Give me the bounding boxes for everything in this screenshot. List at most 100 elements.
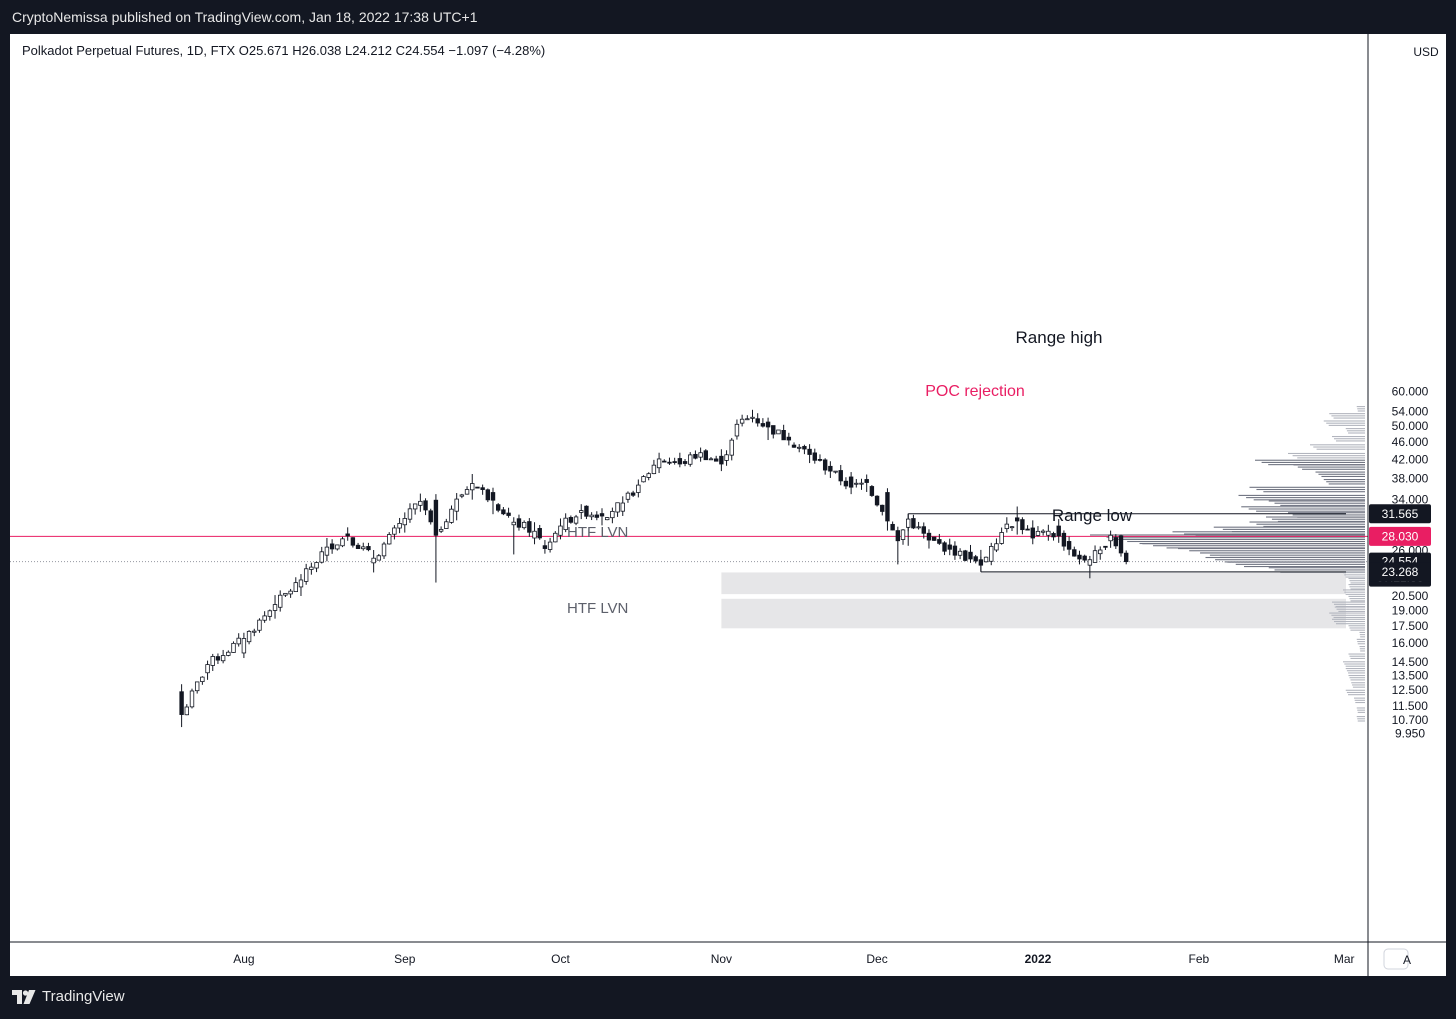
candle[interactable] <box>387 534 392 545</box>
candle[interactable] <box>942 542 947 552</box>
candle[interactable] <box>444 521 449 529</box>
candle[interactable] <box>1098 549 1103 555</box>
candle[interactable] <box>381 543 387 557</box>
candle[interactable] <box>262 615 267 621</box>
candle[interactable] <box>1077 554 1082 560</box>
candle[interactable] <box>599 513 605 517</box>
price-badge-range-high[interactable] <box>1369 504 1431 524</box>
candle[interactable] <box>646 473 651 478</box>
candle[interactable] <box>397 523 402 529</box>
candle[interactable] <box>231 642 236 653</box>
candle[interactable] <box>532 530 537 539</box>
candle[interactable] <box>470 483 475 491</box>
candle[interactable] <box>869 486 875 496</box>
candle[interactable] <box>418 500 423 506</box>
candle[interactable] <box>900 529 906 540</box>
candle[interactable] <box>952 545 958 556</box>
candle[interactable] <box>895 530 901 542</box>
candle[interactable] <box>688 454 693 465</box>
candle[interactable] <box>350 537 356 546</box>
candle[interactable] <box>745 418 750 421</box>
candle[interactable] <box>501 509 506 515</box>
candle[interactable] <box>1108 534 1113 542</box>
candle[interactable] <box>937 539 942 544</box>
candle[interactable] <box>833 470 838 473</box>
candle[interactable] <box>521 521 527 529</box>
candle[interactable] <box>1046 530 1051 536</box>
candle[interactable] <box>957 550 963 556</box>
candle[interactable] <box>739 418 745 424</box>
candle[interactable] <box>708 458 714 461</box>
candle[interactable] <box>355 544 361 550</box>
candle[interactable] <box>1087 559 1093 566</box>
candle[interactable] <box>978 559 984 566</box>
candle[interactable] <box>729 439 734 456</box>
candle[interactable] <box>802 446 807 450</box>
candle[interactable] <box>1056 525 1061 537</box>
candle[interactable] <box>620 502 625 512</box>
candle[interactable] <box>464 489 470 495</box>
candle[interactable] <box>1020 519 1025 531</box>
candle[interactable] <box>667 461 672 464</box>
candle[interactable] <box>189 690 195 708</box>
candle[interactable] <box>812 452 817 461</box>
candle[interactable] <box>719 455 724 465</box>
candle[interactable] <box>1118 535 1124 554</box>
candle[interactable] <box>859 482 864 485</box>
candle[interactable] <box>828 465 833 472</box>
candle[interactable] <box>947 544 952 550</box>
candle[interactable] <box>335 544 340 550</box>
candle[interactable] <box>283 592 288 596</box>
candle[interactable] <box>854 482 859 485</box>
auto-scale-button[interactable]: A <box>1403 953 1411 967</box>
candle[interactable] <box>1072 549 1077 557</box>
candle[interactable] <box>563 517 568 530</box>
candle[interactable] <box>755 418 760 424</box>
candle[interactable] <box>662 460 667 463</box>
candle[interactable] <box>641 476 646 483</box>
candle[interactable] <box>999 532 1004 544</box>
candle[interactable] <box>822 459 828 471</box>
candle[interactable] <box>610 510 615 519</box>
candle[interactable] <box>594 514 600 518</box>
candle[interactable] <box>1035 530 1041 536</box>
candle[interactable] <box>537 528 542 539</box>
candle[interactable] <box>361 546 366 550</box>
candle[interactable] <box>475 486 480 489</box>
candle[interactable] <box>880 504 885 512</box>
candle[interactable] <box>1030 527 1035 539</box>
candle[interactable] <box>511 521 516 526</box>
candle[interactable] <box>319 551 324 563</box>
candle[interactable] <box>682 461 688 464</box>
candle[interactable] <box>677 458 683 465</box>
candle[interactable] <box>1004 523 1010 530</box>
candle[interactable] <box>672 461 677 463</box>
candle[interactable] <box>573 516 579 524</box>
candle[interactable] <box>547 541 553 550</box>
candle[interactable] <box>272 604 278 611</box>
candle[interactable] <box>615 502 620 513</box>
lvn-zone-1[interactable] <box>721 572 1346 595</box>
candle[interactable] <box>931 536 937 541</box>
candle[interactable] <box>579 510 584 513</box>
price-badge-poc[interactable] <box>1369 526 1431 546</box>
candle[interactable] <box>454 498 459 512</box>
candle[interactable] <box>257 619 262 631</box>
candle[interactable] <box>656 458 662 469</box>
candle[interactable] <box>713 458 719 462</box>
candle[interactable] <box>407 508 413 520</box>
candle[interactable] <box>786 436 792 441</box>
candle[interactable] <box>366 546 371 551</box>
candle[interactable] <box>848 476 854 488</box>
candle[interactable] <box>194 681 200 692</box>
auto-scale-box[interactable] <box>1383 948 1409 970</box>
candle[interactable] <box>584 505 589 517</box>
candle[interactable] <box>205 664 210 674</box>
candle[interactable] <box>428 510 433 523</box>
candle[interactable] <box>423 500 428 511</box>
candle[interactable] <box>329 543 335 550</box>
candle[interactable] <box>921 526 926 534</box>
candle[interactable] <box>636 484 641 493</box>
candle[interactable] <box>838 470 843 482</box>
